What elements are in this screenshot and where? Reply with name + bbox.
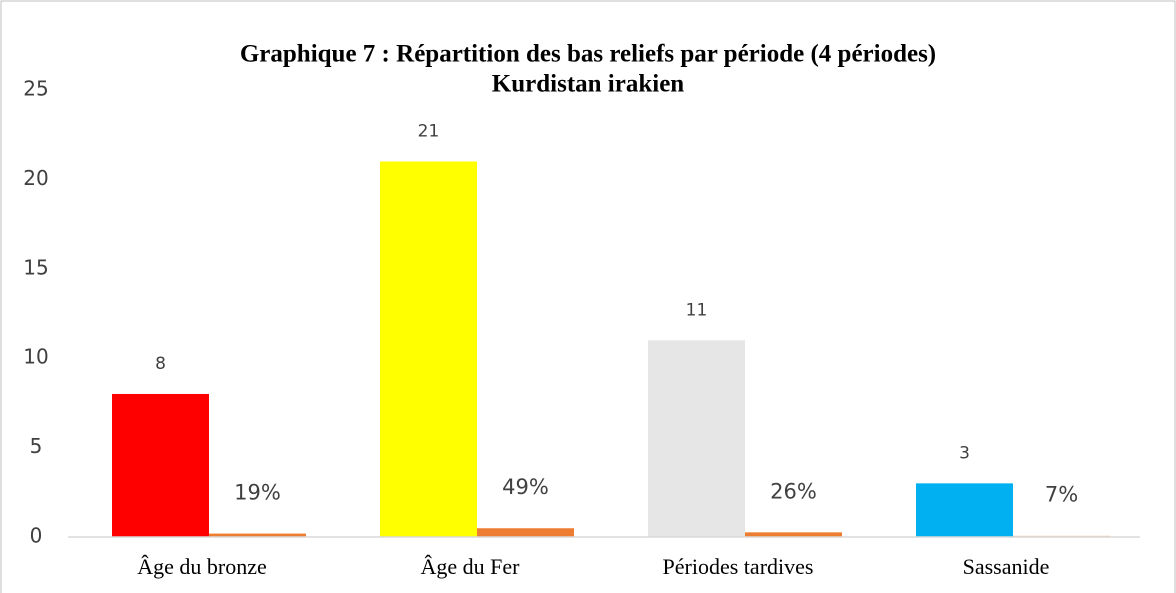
x-tick-label: Sassanide [963, 554, 1050, 579]
chart-title: Graphique 7 : Répartition des bas relief… [240, 41, 936, 68]
data-label: 3 [959, 443, 970, 463]
data-label: 8 [155, 354, 166, 374]
y-tick-label: 20 [23, 166, 48, 190]
data-label: 21 [418, 122, 440, 142]
data-label: 49% [502, 475, 549, 499]
data-label: 26% [770, 479, 817, 503]
x-tick-label: Périodes tardives [663, 554, 814, 579]
bar [745, 532, 842, 537]
bar [648, 340, 745, 537]
y-tick-label: 10 [23, 345, 48, 369]
bar [380, 161, 477, 537]
bar [916, 483, 1013, 537]
y-tick-label: 5 [30, 434, 43, 458]
x-tick-label: Âge du Fer [421, 554, 521, 579]
bar [112, 393, 209, 537]
y-tick-label: 0 [30, 524, 43, 548]
bar [209, 533, 306, 537]
data-label: 11 [686, 300, 708, 320]
y-tick-label: 25 [23, 77, 48, 101]
data-label: 7% [1045, 483, 1078, 507]
chart-title: Kurdistan irakien [492, 71, 684, 98]
x-tick-label: Âge du bronze [137, 554, 267, 579]
data-label: 19% [234, 481, 281, 505]
bar [477, 528, 574, 537]
y-tick-label: 15 [23, 255, 48, 279]
